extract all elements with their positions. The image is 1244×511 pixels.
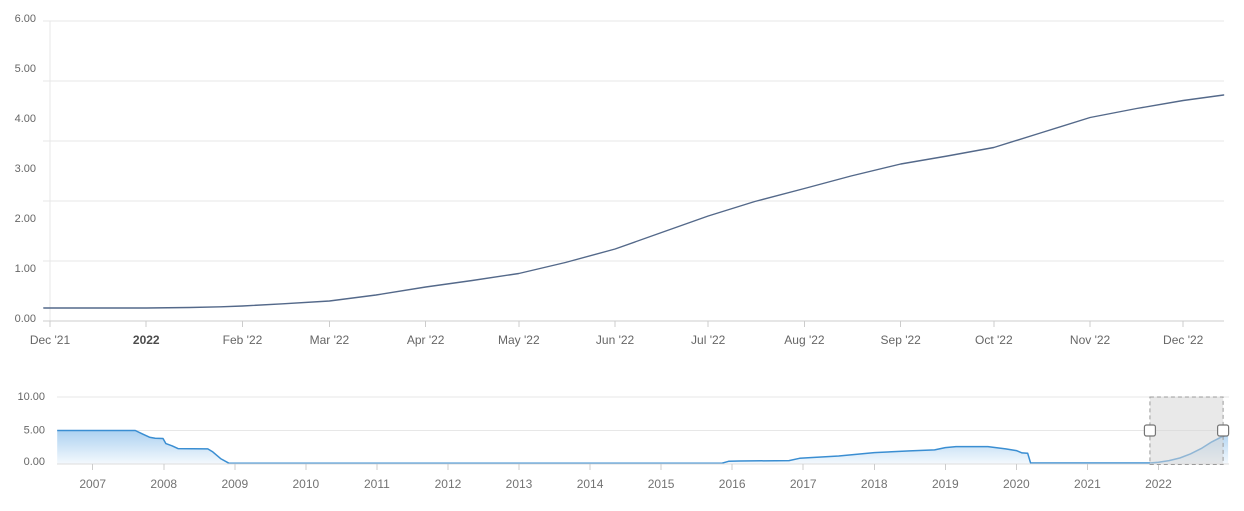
nav-year-label: 2007 [79,477,106,491]
main-y-axis-label: 4.00 [15,113,36,125]
main-chart: 6.00 5.00 4.00 3.00 2.00 1.00 0.00 Dec '21 2022 F… [15,13,1225,347]
main-month-label: Feb '22 [223,333,263,347]
nav-year-label: 2013 [506,477,533,491]
main-month-label: Apr '22 [407,333,445,347]
nav-year-label: 2011 [364,477,390,491]
nav-year-label: 2010 [292,477,319,491]
main-plot-area[interactable] [43,21,1224,321]
nav-year-label: 2014 [577,477,604,491]
nav-year-label: 2008 [150,477,177,491]
main-month-label: 2022 [133,333,160,347]
nav-y-axis-label: 0.00 [24,456,45,468]
main-month-label: Mar '22 [310,333,350,347]
main-y-axis-label: 6.00 [15,13,36,25]
nav-year-label: 2017 [790,477,817,491]
navigator-selected-range[interactable] [1149,396,1224,465]
main-month-label: Aug '22 [784,333,825,347]
nav-year-label: 2018 [861,477,888,491]
nav-year-label: 2020 [1003,477,1030,491]
main-series-line [43,94,1225,309]
nav-year-label: 2022 [1145,477,1172,491]
navigator-track[interactable] [57,397,1229,464]
nav-year-label: 2016 [719,477,746,491]
main-month-label: Sep '22 [881,333,922,347]
main-month-label: Dec '22 [1163,333,1204,347]
nav-y-axis-label: 10.00 [17,391,45,403]
main-y-axis-label: 3.00 [15,163,36,175]
navigator-handle-left[interactable] [1143,424,1157,437]
nav-year-label: 2015 [648,477,675,491]
navigator-handle-right[interactable] [1217,424,1230,437]
nav-series-area [57,430,1229,464]
main-y-axis-label: 5.00 [15,63,36,75]
main-y-axis-label: 1.00 [15,263,36,275]
main-month-label: Dec '21 [30,333,71,347]
nav-y-axis-label: 5.00 [24,425,45,437]
main-month-label: Nov '22 [1070,333,1111,347]
main-month-label: Oct '22 [975,333,1013,347]
main-month-label: May '22 [498,333,540,347]
main-y-axis-label: 0.00 [15,313,36,325]
nav-year-label: 2021 [1074,477,1101,491]
main-y-axis-label: 2.00 [15,213,36,225]
main-month-label: Jul '22 [691,333,726,347]
nav-year-label: 2009 [221,477,248,491]
nav-year-label: 2012 [435,477,462,491]
nav-year-label: 2019 [932,477,959,491]
main-month-label: Jun '22 [596,333,635,347]
main-grid [43,20,1224,321]
navigator: 10.00 5.00 0.00 2007 2008 2009 2010 2011 2012 201… [17,391,1230,491]
